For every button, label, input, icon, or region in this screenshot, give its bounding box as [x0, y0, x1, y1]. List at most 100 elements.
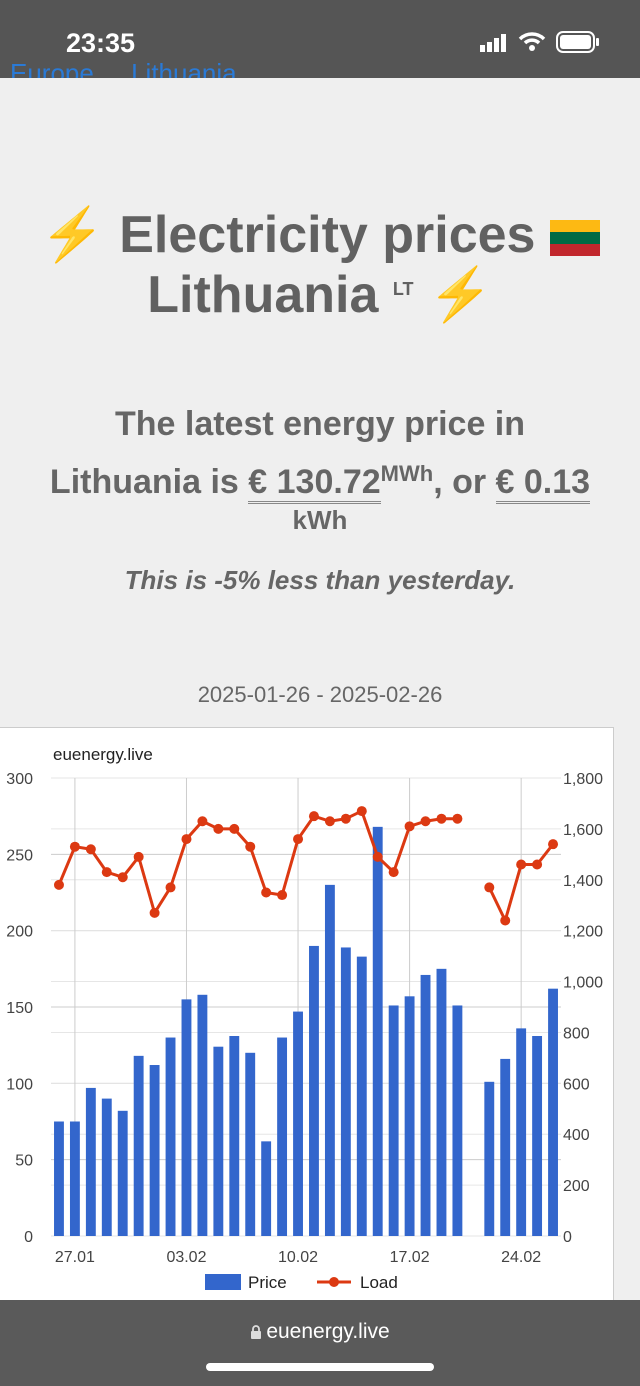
load-point — [372, 851, 383, 862]
price-bar — [516, 1028, 527, 1236]
latest-price-summary: The latest energy price in Lithuania is … — [0, 395, 640, 535]
y-left-tick-label: 250 — [6, 847, 33, 864]
price-mwh[interactable]: € 130.72 — [248, 463, 381, 504]
load-point — [133, 851, 144, 862]
breadcrumb-europe[interactable]: Europe — [10, 58, 94, 78]
load-point — [181, 834, 192, 845]
price-bar — [548, 988, 558, 1236]
load-point — [356, 806, 367, 817]
price-bar — [372, 826, 383, 1236]
load-point — [85, 844, 96, 855]
battery-icon — [556, 31, 599, 53]
price-bar — [420, 974, 431, 1236]
price-bar — [117, 1110, 128, 1236]
title-text: Electricity prices — [119, 206, 536, 264]
load-point — [420, 816, 431, 827]
y-right-tick-label: 0 — [563, 1229, 572, 1246]
status-time: 23:35 — [66, 28, 136, 58]
price-bar — [388, 1005, 399, 1236]
y-left-tick-label: 150 — [6, 1000, 33, 1017]
home-indicator[interactable] — [206, 1363, 434, 1371]
unit-mwh: MWh — [380, 461, 434, 486]
price-bar — [133, 1055, 144, 1236]
y-right-tick-label: 1,000 — [563, 975, 603, 992]
summary-prefix: The latest energy price in — [114, 405, 526, 443]
price-bar — [85, 1087, 96, 1236]
y-right-tick-label: 800 — [563, 1025, 590, 1042]
price-bar — [356, 956, 367, 1236]
price-bar — [54, 1121, 64, 1236]
load-point — [69, 841, 80, 852]
price-bar — [436, 968, 447, 1236]
breadcrumb-lithuania[interactable]: Lithuania — [131, 58, 237, 78]
price-bar — [69, 1121, 80, 1236]
y-left-tick-label: 100 — [6, 1076, 33, 1093]
load-point — [53, 879, 64, 890]
date-range: 2025-01-26 - 2025-02-26 — [197, 682, 443, 707]
x-tick-label: 03.02 — [166, 1249, 206, 1266]
country-code: LT — [392, 279, 414, 299]
x-tick-label: 17.02 — [390, 1249, 430, 1266]
status-icons — [480, 31, 600, 53]
comparison-text: This is -5% less than yesterday. — [124, 565, 516, 595]
load-point — [101, 867, 112, 878]
load-point — [484, 882, 495, 893]
price-bar — [324, 884, 335, 1236]
load-point — [436, 813, 447, 824]
price-bar — [197, 994, 208, 1236]
y-right-tick-label: 400 — [563, 1127, 590, 1144]
x-tick-label: 27.01 — [55, 1249, 95, 1266]
title-line-1: ⚡ Electricity prices — [0, 205, 640, 265]
y-right-tick-label: 200 — [563, 1178, 590, 1195]
price-bar — [149, 1065, 160, 1236]
legend-load-label: Load — [360, 1273, 398, 1292]
load-point — [197, 816, 208, 827]
price-bar — [309, 945, 319, 1236]
load-point — [404, 821, 415, 832]
y-right-tick-label: 1,800 — [563, 771, 603, 788]
load-point — [388, 867, 399, 878]
price-bar — [404, 996, 415, 1236]
lock-icon — [251, 1325, 262, 1339]
price-bar — [245, 1052, 256, 1236]
load-point — [500, 915, 511, 926]
price-kwh[interactable]: € 0.13 — [495, 463, 591, 504]
load-point — [308, 811, 319, 822]
cellular-signal-icon — [480, 34, 506, 52]
price-bar — [261, 1141, 272, 1236]
title-country: Lithuania — [147, 266, 379, 324]
unit-kwh: kWh — [292, 505, 348, 535]
summary-country: Lithuania is — [49, 463, 239, 501]
legend-price-swatch — [205, 1274, 241, 1290]
price-bar — [277, 1037, 288, 1236]
load-point — [245, 841, 256, 852]
x-tick-label: 24.02 — [501, 1249, 541, 1266]
chart-svg: 0 50 100 150 200 250 300 0 200 400 600 800 1,000 1,20… — [6, 745, 603, 1292]
lightning-icon: ⚡ — [40, 206, 105, 264]
breadcrumb: Europe Lithuania — [10, 58, 267, 78]
y-left-tick-label: 200 — [6, 924, 33, 941]
x-tick-label: 10.02 — [278, 1249, 318, 1266]
load-point — [149, 907, 160, 918]
page-title: ⚡ Electricity prices Lithuania LT ⚡ — [0, 205, 640, 325]
url-text: euenergy.live — [266, 1320, 390, 1343]
chart-title: euenergy.live — [53, 745, 153, 764]
price-bar — [101, 1098, 112, 1236]
load-point — [452, 813, 463, 824]
load-line — [57, 809, 458, 917]
load-point — [213, 823, 224, 834]
browser-bottom-bar: euenergy.live — [0, 1300, 640, 1386]
url-bar[interactable]: euenergy.live — [0, 1320, 640, 1344]
legend-price-label: Price — [248, 1273, 287, 1292]
legend-load-marker — [329, 1277, 339, 1287]
price-load-chart: 0 50 100 150 200 250 300 0 200 400 600 800 1,000 1,20… — [0, 727, 614, 1307]
y-left-tick-label: 50 — [15, 1153, 33, 1170]
y-left-tick-label: 300 — [6, 771, 33, 788]
y-right-tick-label: 1,200 — [563, 924, 603, 941]
load-point — [548, 839, 559, 850]
load-point — [516, 859, 527, 870]
load-point — [293, 834, 304, 845]
lightning-icon: ⚡ — [427, 266, 493, 324]
y-right-tick-label: 600 — [563, 1076, 590, 1093]
price-bar — [293, 1011, 303, 1236]
